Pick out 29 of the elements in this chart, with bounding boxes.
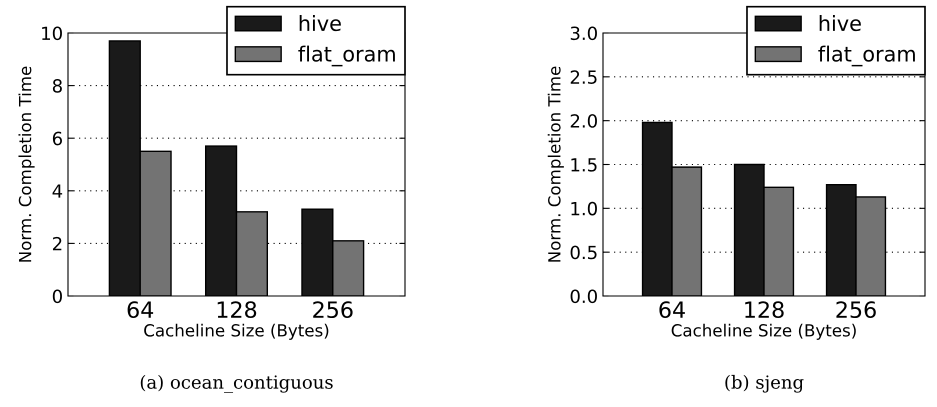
y-tick-label: 3.0: [570, 26, 597, 40]
y-tick-label: 1.5: [571, 158, 597, 172]
x-tick-label: 128: [218, 301, 256, 318]
x-tick-label: 256: [313, 301, 353, 318]
y-tick-label: 1.0: [571, 202, 597, 216]
legend-label: flat_oram: [818, 46, 915, 66]
x-tick-label: 64: [128, 301, 154, 318]
legend-label: hive: [820, 15, 861, 32]
y-axis-title: Norm. Completion Time: [18, 66, 35, 262]
y-tick-label: 0.5: [570, 246, 597, 260]
x-tick-label: 256: [836, 301, 876, 318]
y-tick-label: 6: [52, 132, 62, 146]
text: (b) sjeng: [725, 374, 804, 393]
y-tick-label: 2.0: [570, 114, 597, 128]
x-tick-label: 64: [659, 301, 685, 318]
text: (a) ocean_contiguous: [140, 374, 333, 393]
y-axis-title: Norm. Completion Time: [548, 66, 564, 262]
y-tick-label: 8: [52, 79, 62, 93]
y-tick-label: 0.0: [570, 289, 597, 304]
y-tick-label: 4: [52, 184, 62, 198]
y-tick-label: 2: [52, 236, 62, 250]
y-tick-label: 10: [42, 26, 62, 40]
legend-label: hive: [300, 15, 341, 32]
x-axis-title: Cacheline Size (Bytes): [672, 324, 856, 340]
legend-label: flat_oram: [298, 46, 395, 66]
y-tick-label: 2.5: [570, 70, 597, 84]
y-tick-label: 0: [52, 289, 62, 304]
x-axis-title: Cacheline Size (Bytes): [144, 324, 328, 340]
x-tick-label: 128: [745, 301, 784, 318]
